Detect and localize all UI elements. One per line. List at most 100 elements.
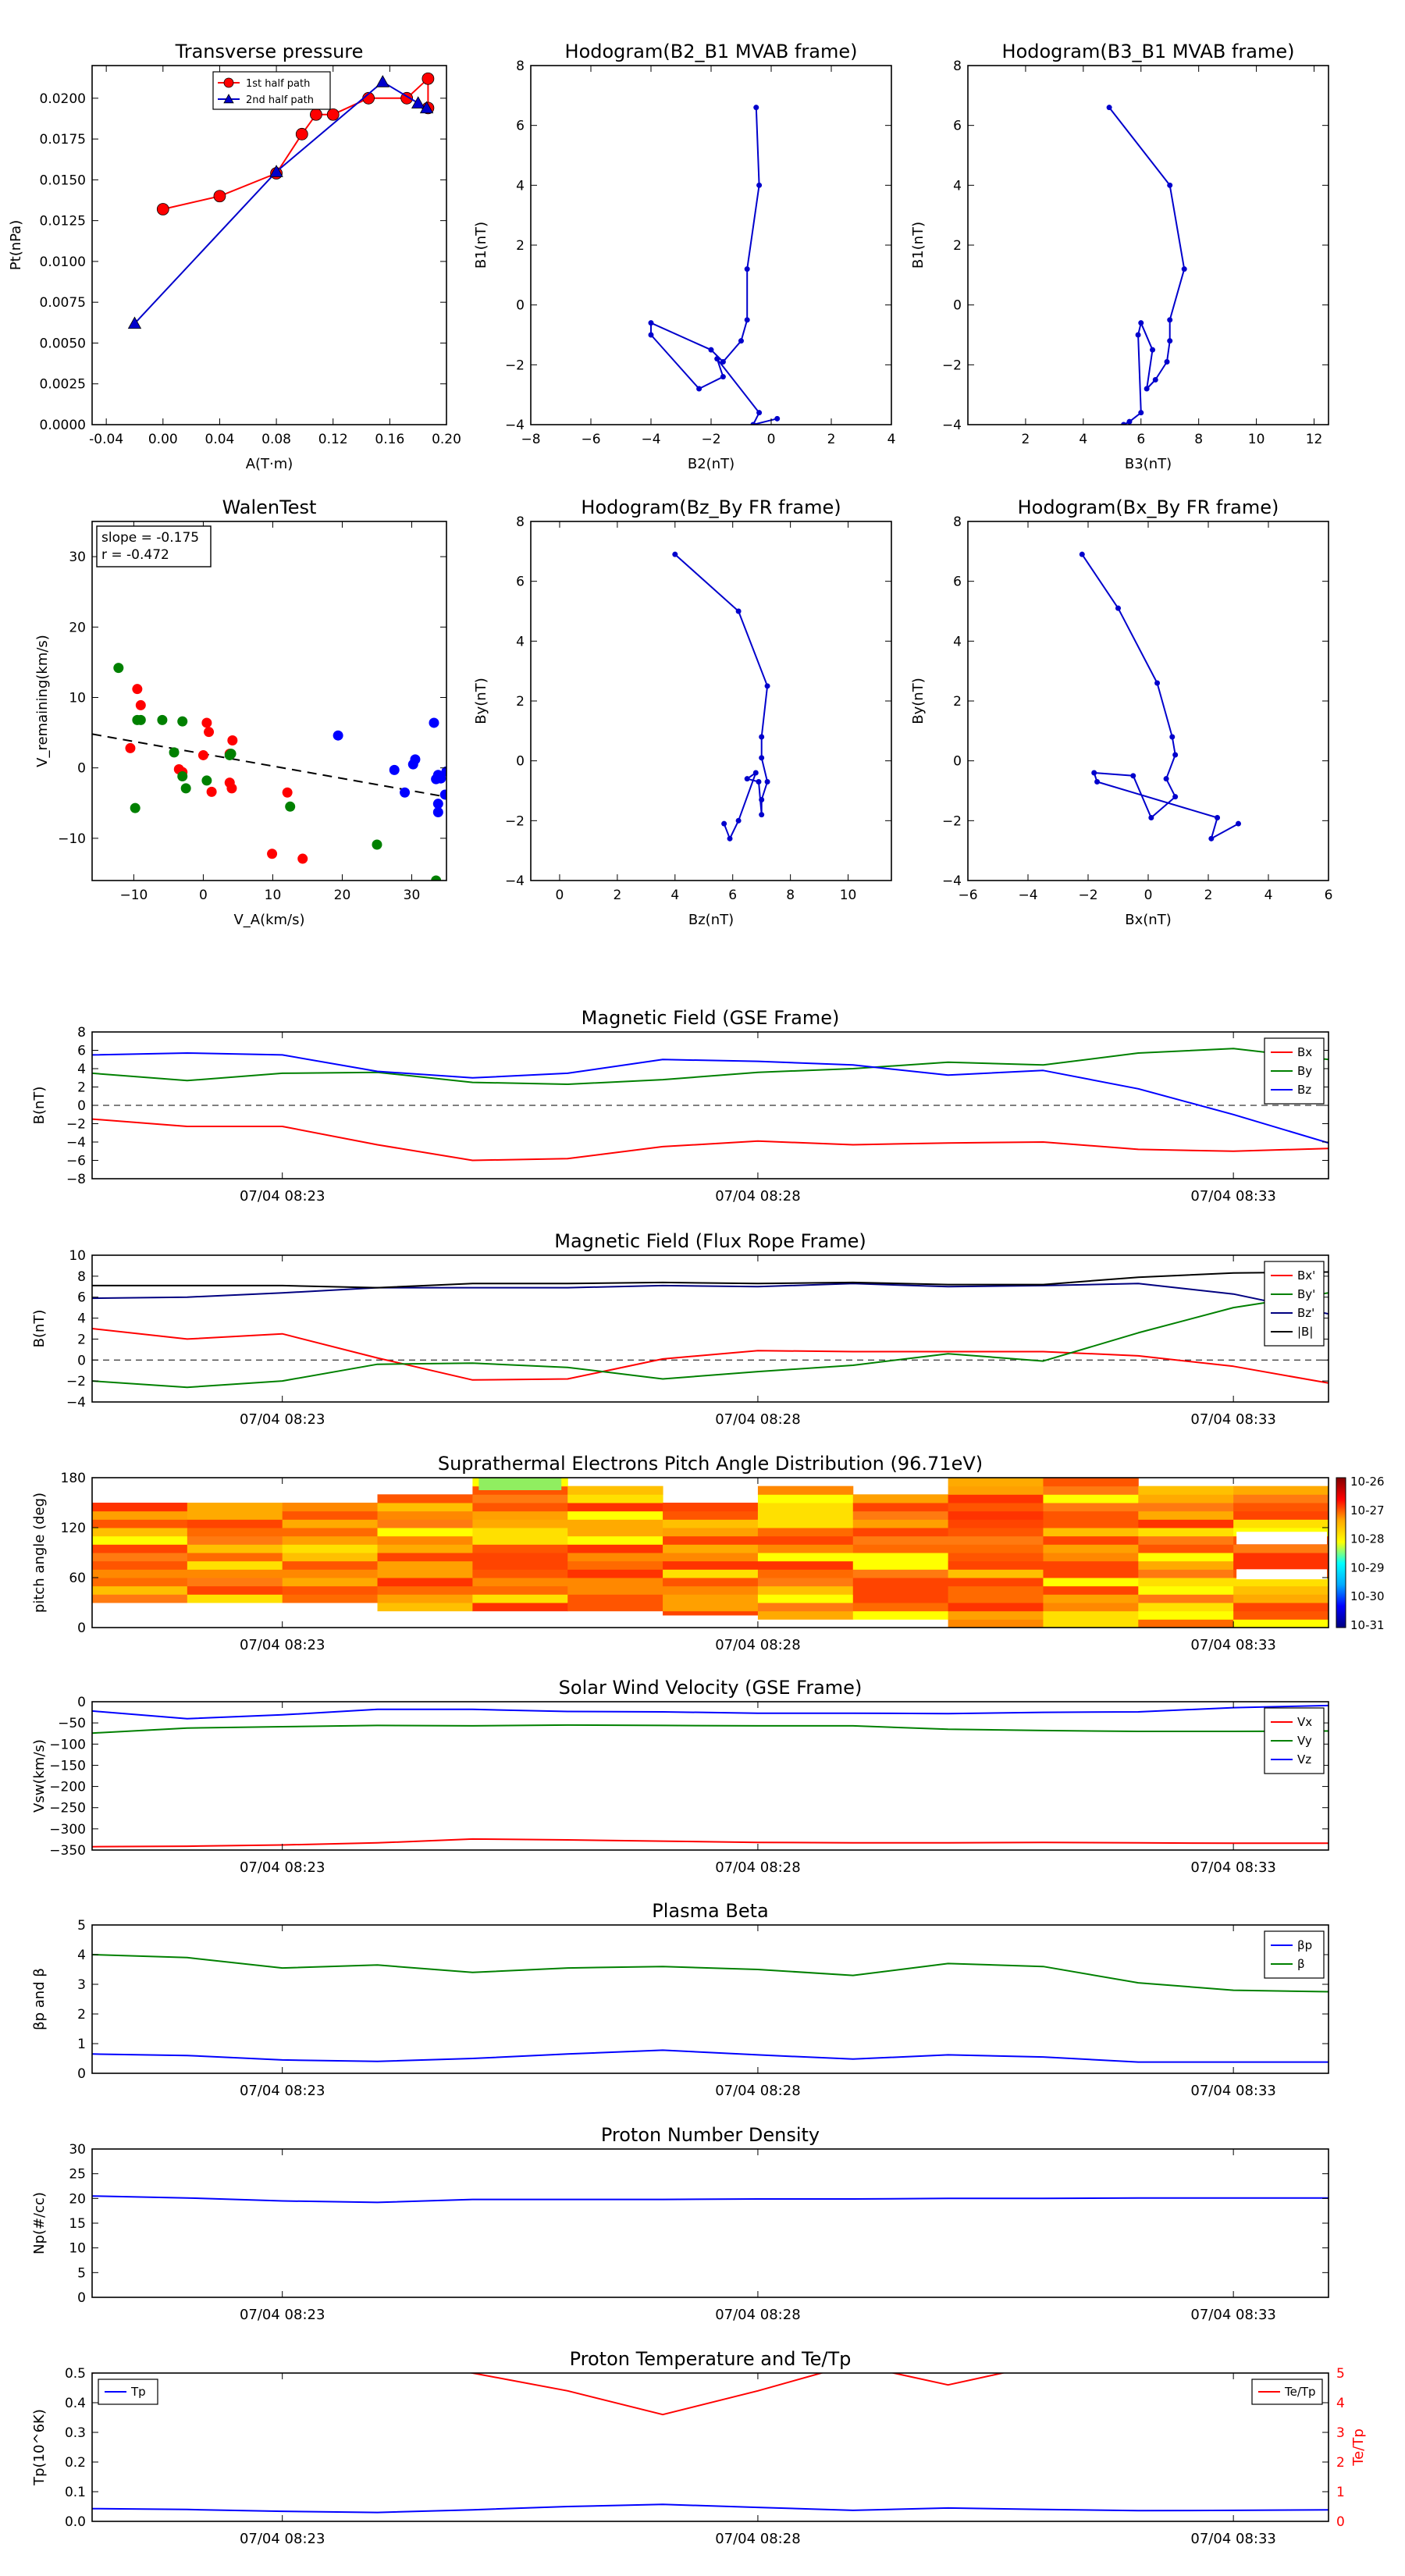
data-point: [720, 374, 726, 380]
y-tick-label: 0.0025: [40, 377, 86, 393]
heatmap-cell: [948, 1569, 1044, 1578]
data-point: [310, 108, 322, 121]
x-tick-label: 2: [613, 888, 621, 903]
heatmap-cell: [187, 1528, 283, 1537]
plot-series: [92, 1704, 1329, 1848]
y-axis-label: B1(nT): [473, 222, 489, 269]
x-tick-label: 4: [670, 888, 679, 903]
y-tick-label: 6: [77, 1290, 86, 1306]
plot-border: [91, 1924, 1329, 2074]
heatmap-cell: [852, 1535, 949, 1545]
x-axis-label: Bz(nT): [688, 912, 734, 928]
y-tick-label: −4: [66, 1135, 86, 1151]
y-tick-label: 8: [953, 514, 962, 530]
series-line-Vz: [92, 1704, 1329, 1720]
heatmap-cell: [92, 1544, 188, 1553]
x-tick-label: 0.12: [318, 432, 348, 447]
heatmap-cell: [948, 1544, 1044, 1553]
legend-label: β: [1297, 1957, 1305, 1971]
heatmap-cell: [478, 1478, 562, 1490]
heatmap-cell: [948, 1578, 1044, 1587]
legend-label: βp: [1297, 1938, 1312, 1952]
data-point: [1150, 347, 1156, 353]
heatmap-cell: [567, 1535, 663, 1545]
x-tick-label: 07/04 08:33: [1190, 2307, 1275, 2323]
chart-title: Solar Wind Velocity (GSE Frame): [559, 1677, 863, 1699]
x-tick-label: −2: [701, 432, 720, 447]
data-point: [431, 875, 442, 881]
y-tick-label: −200: [49, 1780, 86, 1795]
x-tick-label: 0: [199, 888, 208, 903]
data-point: [1167, 317, 1173, 323]
plot-area: [968, 521, 1329, 881]
heatmap-cell: [1233, 1560, 1329, 1570]
data-point: [1172, 752, 1179, 758]
heatmap-cell: [852, 1553, 949, 1562]
heatmap-cell: [663, 1594, 759, 1603]
heatmap-cell: [282, 1503, 379, 1512]
heatmap-cell: [1233, 1494, 1329, 1503]
y-tick-label: 10: [69, 690, 86, 706]
data-point: [197, 749, 208, 760]
heatmap-cell: [282, 1528, 379, 1537]
heatmap-cell: [948, 1610, 1044, 1620]
y-tick-label: 0: [77, 2290, 86, 2306]
data-point: [753, 105, 759, 111]
heatmap-cell: [852, 1503, 949, 1512]
panel-h2: Hodogram(B3_B1 MVAB frame) −4 −2 0 2 4 6 8 2 4 6 8 1…: [910, 41, 1329, 472]
y-tick-label: 3: [77, 1977, 86, 1993]
heatmap-cell: [92, 1585, 188, 1595]
heatmap-cell: [567, 1519, 663, 1528]
heatmap-cell: [377, 1535, 473, 1545]
y-tick-label: 6: [516, 119, 525, 134]
y-tick-label: 8: [953, 59, 962, 74]
data-point: [1215, 815, 1221, 820]
y-tick-label: 30: [69, 2142, 86, 2158]
heatmap-cell: [187, 1594, 283, 1603]
chart-title: Proton Number Density: [601, 2124, 820, 2146]
series-line-p: [92, 2049, 1329, 2063]
heatmap-cell: [282, 1535, 379, 1545]
data-point: [1094, 779, 1101, 785]
x-tick-label: 0.16: [375, 432, 404, 447]
y-axis-label: V_remaining(km/s): [34, 635, 51, 767]
x-tick-label: 6: [728, 888, 737, 903]
y-tick-label: 6: [516, 575, 525, 590]
y-tick-label: −4: [505, 418, 525, 433]
data-point: [1236, 820, 1241, 827]
plot-area: [968, 66, 1329, 425]
legend-marker: [223, 77, 234, 88]
plot-area: [92, 1702, 1329, 1850]
y-tick-label: 2: [953, 238, 962, 254]
heatmap-cell: [1233, 1585, 1329, 1595]
heatmap-cell: [282, 1560, 379, 1570]
legend-label: Te/Tp: [1284, 2385, 1316, 2399]
heatmap-cell: [282, 1553, 379, 1562]
x-tick-label: 07/04 08:33: [1190, 1411, 1275, 1428]
x-tick-label: 07/04 08:23: [240, 1637, 325, 1653]
x-tick-label: 0.00: [148, 432, 178, 447]
heatmap-cell: [948, 1553, 1044, 1562]
heatmap-cell: [852, 1494, 949, 1503]
y-axis-label: Np(#/cc): [31, 2192, 48, 2254]
chart-title: WalenTest: [222, 496, 317, 518]
y-tick-label: 2: [77, 1332, 86, 1347]
heatmap-cell: [377, 1578, 473, 1587]
heatmap-cell: [1043, 1485, 1139, 1495]
heatmap-cell: [377, 1544, 473, 1553]
data-point: [648, 332, 654, 338]
heatmap-cell: [948, 1494, 1044, 1503]
data-point: [432, 799, 443, 809]
x-tick-label: 20: [334, 888, 351, 903]
y-right-tick-label: 0: [1336, 2514, 1345, 2530]
x-tick-label: −6: [958, 888, 977, 903]
y-tick-label: 25: [69, 2167, 86, 2183]
heatmap-cell: [472, 1578, 568, 1587]
x-tick-label: 12: [1306, 432, 1323, 447]
heatmap-cell: [187, 1503, 283, 1512]
heatmap-cell: [948, 1510, 1044, 1520]
heatmap-cell: [472, 1553, 568, 1562]
data-point: [201, 775, 212, 786]
panel-tpr: Proton Temperature and Te/Tp 0.0 0.1 0.2 0.3…: [31, 2348, 1367, 2547]
y-tick-label: 6: [953, 119, 962, 134]
